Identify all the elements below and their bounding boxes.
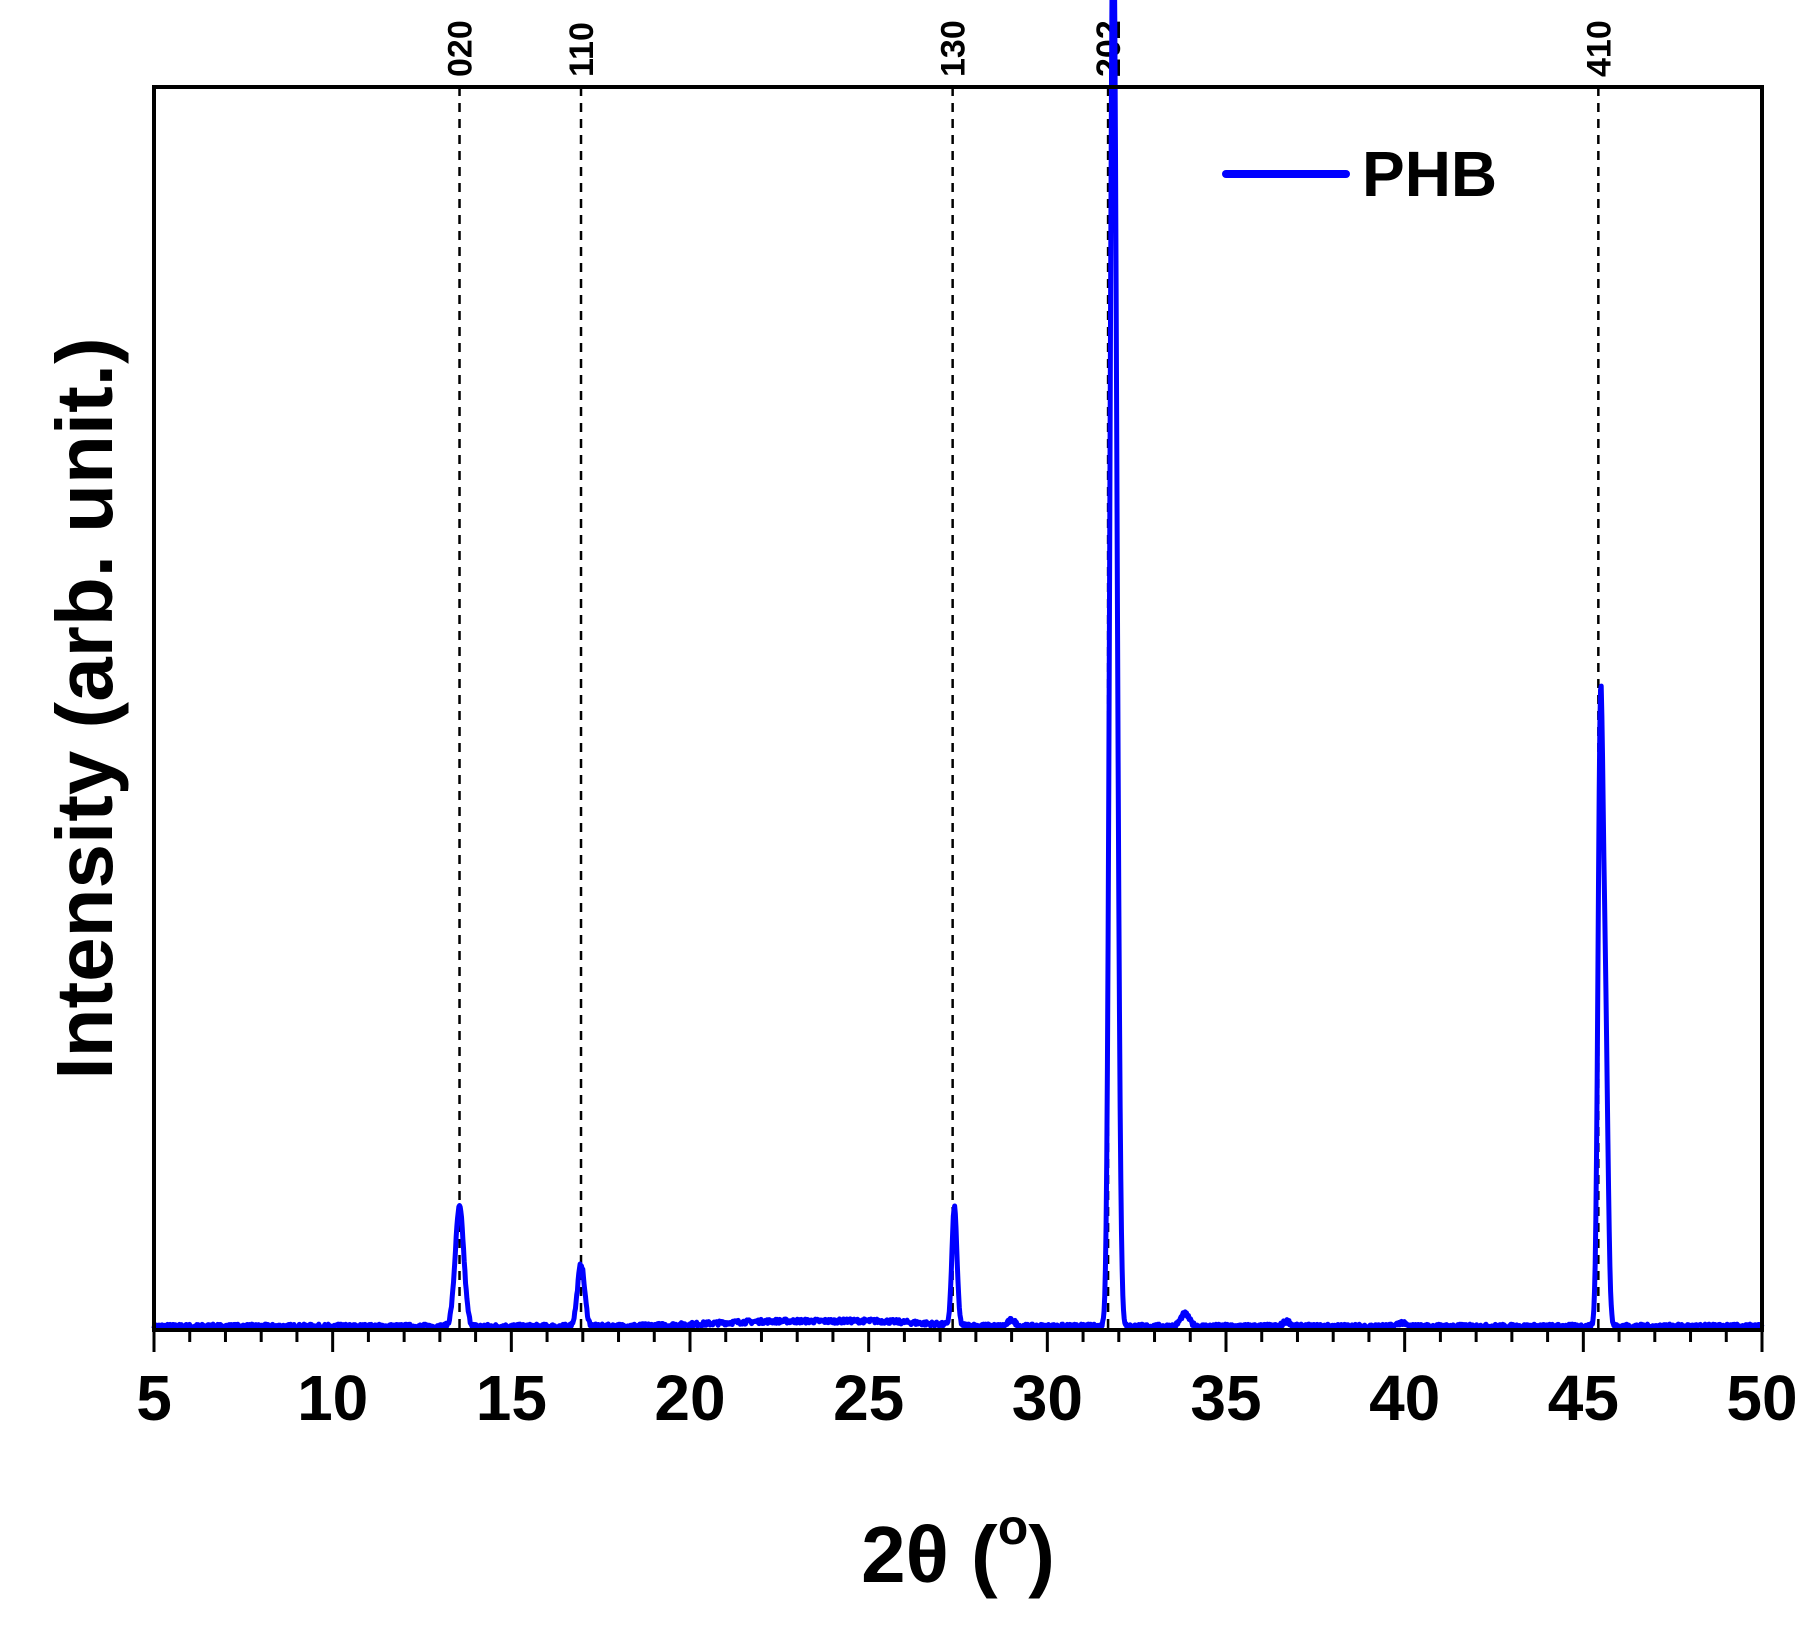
- x-tick-label: 10: [297, 1362, 368, 1434]
- x-tick-label: 5: [136, 1362, 172, 1434]
- x-axis-label-close: ): [1028, 1510, 1055, 1599]
- legend: PHB: [1222, 138, 1497, 210]
- x-axis-label-superscript: o: [998, 1499, 1029, 1555]
- x-axis-ticks: [152, 1330, 1764, 1352]
- x-tick-label: 20: [654, 1362, 725, 1434]
- reference-label-130: 130: [935, 20, 973, 77]
- reference-label-110: 110: [563, 22, 601, 77]
- x-tick-label: 15: [476, 1362, 547, 1434]
- series-line-phb: [151, 0, 1765, 1331]
- x-tick-label: 25: [833, 1362, 904, 1434]
- series-layer: [151, 0, 1765, 1331]
- x-tick-label: 30: [1012, 1362, 1083, 1434]
- reference-lines: [458, 87, 1600, 1330]
- x-axis-label-main: 2θ (: [861, 1510, 998, 1599]
- plot-frame: [152, 85, 1764, 1332]
- x-tick-label: 45: [1548, 1362, 1619, 1434]
- x-axis-label: 2θ (o): [861, 1499, 1055, 1599]
- x-axis-tick-labels: 5 10 15 20 25 30 35 40 45 50: [136, 1362, 1797, 1434]
- reference-label-410: 410: [1580, 20, 1618, 77]
- x-tick-label: 50: [1726, 1362, 1797, 1434]
- x-tick-label: 40: [1369, 1362, 1440, 1434]
- reference-labels: 020 110 130 202 410: [442, 20, 1619, 77]
- y-axis-label: Intensity (arb. unit.): [40, 337, 129, 1079]
- reference-label-020: 020: [442, 20, 480, 77]
- x-tick-label: 35: [1190, 1362, 1261, 1434]
- legend-label-phb: PHB: [1362, 138, 1497, 210]
